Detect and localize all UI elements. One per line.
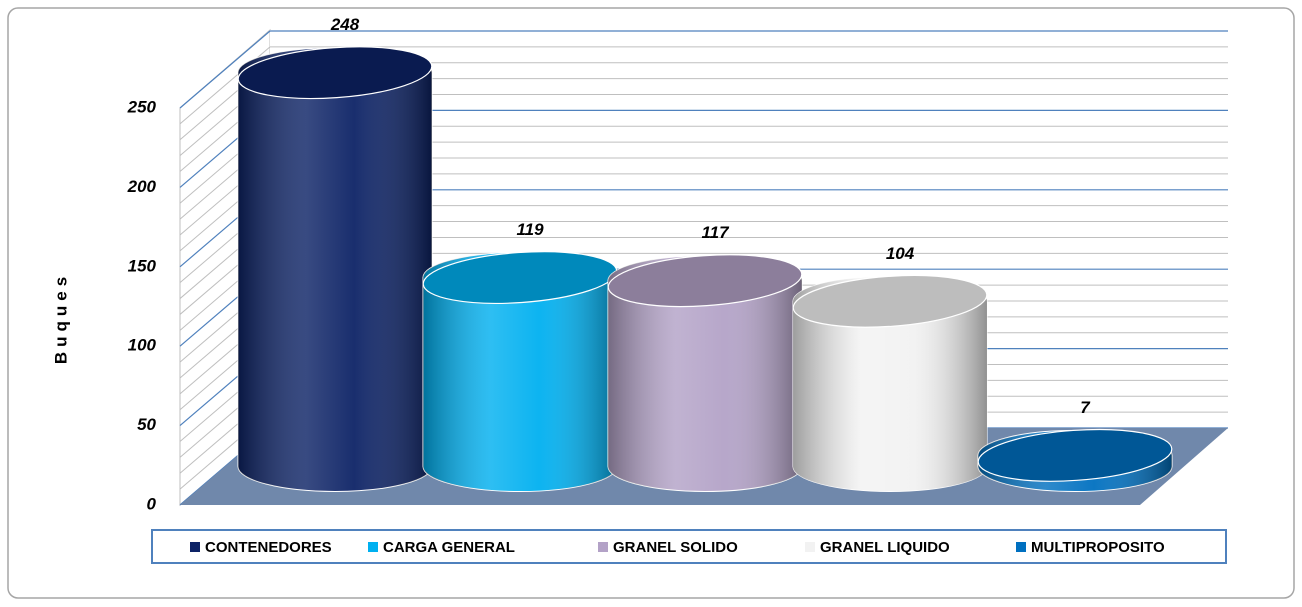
legend-label: GRANEL LIQUIDO [820, 539, 950, 556]
y-tick-label: 50 [137, 415, 156, 434]
y-axis-title: Buques [51, 272, 70, 364]
value-label: 248 [330, 15, 360, 34]
legend-label: CARGA GENERAL [383, 539, 515, 556]
cylinder-top [607, 254, 803, 308]
legend-swatch [1016, 542, 1026, 552]
legend-swatch [190, 542, 200, 552]
cylinder [977, 428, 1173, 492]
cylinder-top [977, 428, 1173, 482]
legend-label: MULTIPROPOSITO [1031, 539, 1165, 556]
legend-box [151, 529, 1227, 564]
legend-swatch [368, 542, 378, 552]
cylinder-shade [793, 276, 987, 492]
value-label: 104 [886, 244, 915, 263]
value-label: 119 [516, 220, 544, 239]
cylinder [792, 274, 988, 492]
legend-label: GRANEL SOLIDO [613, 539, 738, 556]
cylinder [237, 46, 433, 492]
cylinder-shade [423, 252, 617, 492]
value-label: 7 [1080, 398, 1091, 417]
y-tick-label: 250 [127, 97, 157, 116]
cylinder-shade [608, 255, 802, 492]
y-tick-label: 200 [127, 177, 157, 196]
value-label: 117 [701, 223, 730, 242]
legend-swatch [598, 542, 608, 552]
cylinder-top [792, 274, 988, 328]
y-tick-label: 100 [128, 336, 157, 355]
cylinder [607, 254, 803, 492]
y-tick-label: 0 [147, 494, 157, 513]
cylinder-top [237, 46, 433, 100]
legend-label: CONTENEDORES [205, 539, 332, 556]
legend-swatch [805, 542, 815, 552]
cylinder-shade [238, 47, 432, 492]
cylinder [422, 251, 618, 492]
y-tick-label: 150 [128, 256, 157, 275]
grid-line [179, 30, 271, 109]
